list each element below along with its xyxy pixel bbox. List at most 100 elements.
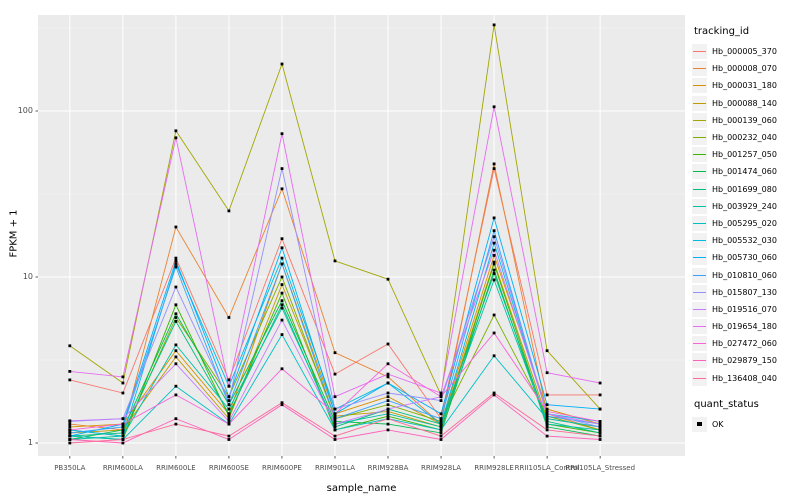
x-tick-label: RRII105LA_Control: [514, 464, 580, 472]
data-point: [439, 395, 443, 399]
data-point: [386, 342, 390, 346]
data-point: [280, 303, 284, 307]
data-point: [598, 422, 602, 426]
data-point: [439, 417, 443, 421]
data-point: [333, 438, 337, 441]
data-point: [227, 434, 231, 438]
data-point: [439, 422, 443, 426]
data-point: [280, 283, 284, 286]
legend-item: Hb_005532_030: [692, 232, 798, 249]
legend-item-label: Hb_019654_180: [712, 322, 777, 332]
legend-item: Hb_000008_070: [692, 60, 798, 77]
data-point: [439, 428, 443, 432]
x-tick-label: RRIM928LE: [474, 464, 514, 472]
data-point: [174, 355, 178, 359]
legend-key-icon: [692, 215, 707, 231]
data-point: [492, 331, 496, 335]
data-point: [386, 407, 390, 411]
legend-item-label: Hb_136408_040: [712, 373, 777, 383]
data-point: [227, 417, 231, 421]
legend-key-icon: [692, 336, 707, 352]
data-point: [386, 412, 390, 416]
data-point: [492, 354, 496, 358]
data-point: [280, 275, 284, 279]
x-tick-label: RRIM928LA: [421, 464, 462, 472]
data-point: [280, 403, 284, 407]
legend-title: tracking_id: [694, 26, 750, 37]
data-point: [121, 438, 125, 441]
legend-item: Hb_000031_180: [692, 77, 798, 94]
data-point: [439, 399, 443, 402]
data-point: [227, 378, 231, 382]
legend-key-icon: [692, 181, 707, 197]
legend-item-label: OK: [712, 419, 724, 429]
data-point: [545, 412, 549, 416]
data-point: [280, 306, 284, 310]
data-point: [280, 367, 284, 371]
data-point: [598, 434, 602, 438]
legend-item-label: Hb_027472_060: [712, 339, 777, 349]
data-point: [333, 414, 337, 418]
data-point: [545, 407, 549, 411]
data-point: [492, 105, 496, 109]
data-point: [121, 417, 125, 421]
data-point: [121, 431, 125, 435]
data-point: [598, 381, 602, 385]
data-point: [227, 414, 231, 418]
legend-item-label: Hb_001699_080: [712, 184, 777, 194]
panel-background: [38, 15, 685, 456]
data-point: [492, 393, 496, 397]
legend-item: Hb_000232_040: [692, 129, 798, 146]
legend: tracking_id Hb_000005_370 Hb_000008_070 Hb…: [692, 26, 798, 433]
legend-item: Hb_029879_150: [692, 352, 798, 369]
data-point: [333, 395, 337, 399]
data-point: [227, 399, 231, 402]
data-point: [333, 412, 337, 416]
data-point: [174, 303, 178, 307]
data-point: [68, 419, 72, 423]
legend-item-label: Hb_000232_040: [712, 133, 777, 143]
legend-item: Hb_005730_060: [692, 249, 798, 266]
data-point: [174, 362, 178, 366]
data-point: [492, 268, 496, 272]
data-point: [545, 410, 549, 413]
data-point: [68, 378, 72, 382]
legend-item-label: Hb_029879_150: [712, 356, 777, 366]
data-point: [227, 403, 231, 407]
data-point: [121, 428, 125, 432]
legend-items: Hb_000005_370 Hb_000008_070 Hb_000031_180 H…: [692, 43, 798, 387]
data-point: [545, 417, 549, 421]
data-point: [545, 371, 549, 375]
x-tick-label: RRIM600LA: [102, 464, 143, 472]
legend-key-icon: [692, 284, 707, 300]
data-point: [280, 237, 284, 241]
data-point: [439, 434, 443, 438]
data-point: [386, 422, 390, 426]
data-point: [492, 216, 496, 220]
legend-item: Hb_000088_140: [692, 95, 798, 112]
data-point: [68, 438, 72, 441]
legend-key-icon: [692, 164, 707, 180]
data-point: [174, 343, 178, 347]
data-point: [174, 259, 178, 263]
data-point: [227, 438, 231, 441]
legend-item-label: Hb_000031_180: [712, 81, 777, 91]
y-tick-label: 10: [22, 272, 33, 281]
data-point: [68, 431, 72, 435]
data-point: [492, 23, 496, 27]
legend-item: Hb_015807_130: [692, 284, 798, 301]
data-point: [280, 318, 284, 322]
data-point: [386, 395, 390, 399]
data-point: [280, 167, 284, 170]
data-point: [386, 362, 390, 366]
legend-item-label: Hb_000088_140: [712, 98, 777, 108]
legend-item-label: Hb_005295_020: [712, 218, 777, 228]
legend-item-label: Hb_000139_060: [712, 115, 777, 125]
legend-item: Hb_001699_080: [692, 181, 798, 198]
data-point: [227, 422, 231, 426]
data-point: [174, 136, 178, 140]
data-point: [545, 393, 549, 397]
legend-item: Hb_010810_060: [692, 266, 798, 283]
data-point: [174, 393, 178, 397]
data-point: [333, 407, 337, 411]
